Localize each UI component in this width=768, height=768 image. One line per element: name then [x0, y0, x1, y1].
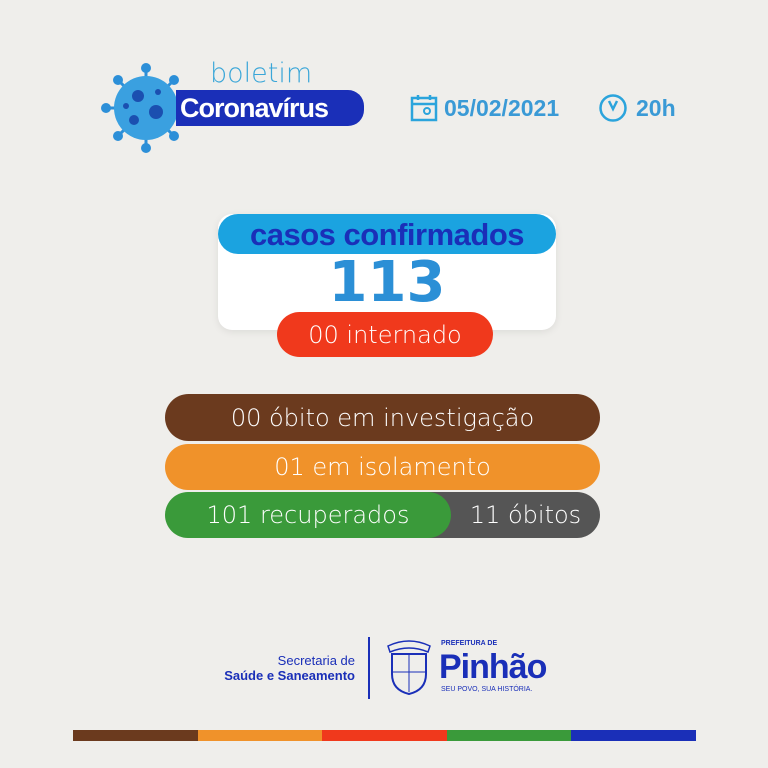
- prefeitura-label: PREFEITURA DE: [441, 640, 498, 647]
- date: 05/02/2021: [444, 95, 560, 121]
- deaths-investigation-pill: 00 óbito em investigação: [165, 394, 600, 441]
- clock-icon: [599, 94, 627, 122]
- color-bar: [73, 730, 696, 741]
- confirmed-value: 113: [328, 250, 446, 315]
- header-title: Coronavírus: [176, 90, 364, 126]
- recovered-pill: 101 recuperados: [165, 492, 451, 538]
- header-subtitle: boletim: [210, 58, 313, 89]
- hospitalized-pill: 00 internado: [277, 312, 493, 357]
- divider: [368, 637, 370, 699]
- confirmed-label: casos confirmados: [218, 214, 556, 254]
- time: 20h: [636, 95, 676, 121]
- deaths-pill: 11 óbitos: [451, 492, 600, 538]
- slogan: SEU POVO, SUA HISTÓRIA.: [441, 686, 533, 693]
- city-name: Pinhão: [439, 648, 547, 686]
- secretaria-line1: Secretaria de: [277, 653, 355, 668]
- isolation-pill: 01 em isolamento: [165, 444, 600, 490]
- bar-brown: [73, 730, 198, 741]
- crest-icon: [387, 640, 431, 696]
- calendar-icon: [410, 95, 438, 122]
- secretaria-logo: Secretaria de Saúde e Saneamento: [200, 653, 355, 683]
- bar-blue: [571, 730, 696, 741]
- bar-red: [322, 730, 447, 741]
- secretaria-line2: Saúde e Saneamento: [224, 668, 355, 683]
- bar-orange: [197, 730, 323, 741]
- bar-green: [446, 730, 572, 741]
